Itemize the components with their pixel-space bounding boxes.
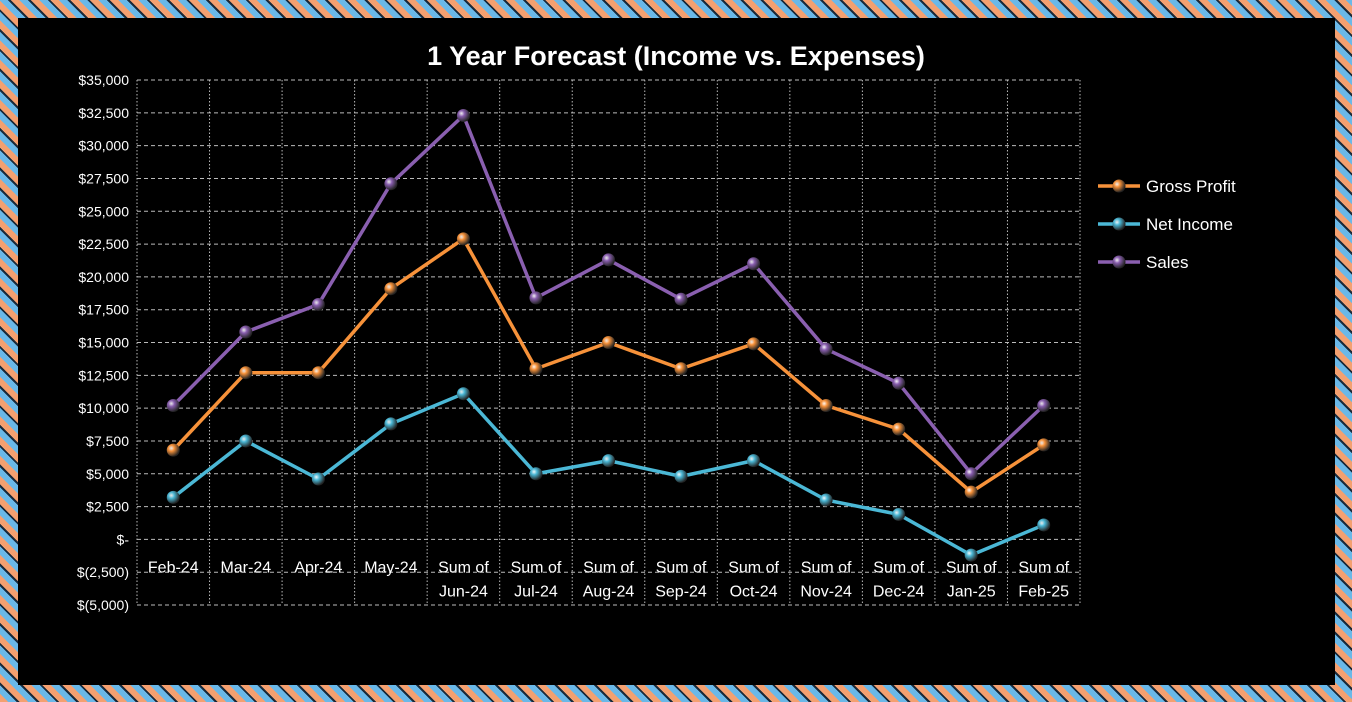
legend-marker: [1112, 217, 1126, 231]
data-point-net-income: [674, 469, 688, 483]
data-point-gross-profit: [166, 443, 180, 457]
x-tick-label: Jul-24: [514, 583, 558, 600]
series-line-sales: [172, 113, 1045, 476]
line-chart: 1 Year Forecast (Income vs. Expenses) $(5…: [77, 41, 1236, 613]
x-tick-label: Sep-24: [655, 583, 707, 600]
data-point-sales: [529, 291, 543, 305]
data-point-gross-profit: [1037, 438, 1051, 452]
data-point-gross-profit: [384, 282, 398, 296]
legend-marker: [1112, 255, 1126, 269]
legend-marker: [1112, 179, 1126, 193]
data-point-net-income: [964, 548, 978, 562]
y-tick-label: $22,500: [78, 236, 129, 252]
data-point-net-income: [1037, 518, 1051, 532]
data-point-gross-profit: [311, 366, 325, 380]
x-tick-label: Jun-24: [439, 583, 488, 600]
y-tick-label: $5,000: [86, 466, 129, 482]
x-tick-label: Sum of: [656, 559, 707, 576]
y-tick-label: $7,500: [86, 433, 129, 449]
x-tick-label: Sum of: [438, 559, 489, 576]
y-tick-label: $25,000: [78, 203, 129, 219]
data-point-sales: [892, 376, 906, 390]
data-point-sales: [166, 399, 180, 412]
data-point-net-income: [892, 507, 906, 521]
data-point-gross-profit: [964, 485, 978, 499]
data-point-net-income: [529, 467, 543, 481]
data-point-net-income: [456, 387, 470, 401]
data-point-sales: [384, 177, 398, 191]
legend-label: Sales: [1146, 253, 1189, 272]
data-point-net-income: [602, 454, 615, 468]
x-tick-label: Nov-24: [800, 583, 852, 600]
x-tick-label: Sum of: [583, 559, 634, 576]
y-tick-label: $(5,000): [77, 597, 129, 613]
y-tick-label: $35,000: [78, 72, 129, 88]
data-point-net-income: [239, 434, 253, 448]
x-tick-label: Jan-25: [947, 583, 996, 600]
legend-label: Net Income: [1146, 215, 1233, 234]
y-tick-label: $32,500: [78, 105, 129, 121]
x-tick-label: Feb-24: [148, 559, 199, 576]
data-point-gross-profit: [602, 336, 615, 349]
data-point-sales: [747, 257, 761, 271]
data-point-sales: [964, 467, 978, 481]
data-point-sales: [819, 342, 833, 356]
x-tick-label: Sum of: [1018, 559, 1069, 576]
data-point-gross-profit: [892, 422, 906, 436]
y-tick-label: $12,500: [78, 367, 129, 383]
data-point-gross-profit: [456, 232, 470, 246]
data-point-gross-profit: [819, 399, 833, 412]
x-tick-label: May-24: [364, 559, 417, 576]
y-tick-label: $30,000: [78, 138, 129, 154]
series-line-net-income: [172, 391, 1045, 557]
x-tick-label: Sum of: [946, 559, 997, 576]
x-tick-label: Aug-24: [583, 583, 635, 600]
y-tick-label: $17,500: [78, 302, 129, 318]
data-point-gross-profit: [529, 362, 543, 376]
data-point-sales: [456, 108, 470, 122]
data-point-gross-profit: [674, 362, 688, 376]
data-point-sales: [674, 292, 688, 306]
data-point-sales: [239, 325, 253, 339]
x-tick-label: Oct-24: [730, 583, 778, 600]
y-tick-label: $10,000: [78, 400, 129, 416]
data-point-net-income: [311, 472, 325, 486]
data-point-sales: [602, 253, 615, 267]
y-tick-label: $(2,500): [77, 564, 129, 580]
data-point-gross-profit: [239, 366, 253, 380]
y-tick-label: $15,000: [78, 335, 129, 351]
x-tick-label: Mar-24: [220, 559, 271, 576]
x-tick-label: Sum of: [728, 559, 779, 576]
data-point-net-income: [384, 417, 398, 431]
x-tick-label: Dec-24: [873, 583, 925, 600]
x-tick-label: Apr-24: [294, 559, 342, 576]
x-tick-label: Feb-25: [1018, 583, 1069, 600]
y-tick-label: $20,000: [78, 269, 129, 285]
data-point-net-income: [747, 454, 761, 468]
x-tick-label: Sum of: [511, 559, 562, 576]
data-point-net-income: [819, 493, 833, 507]
legend-label: Gross Profit: [1146, 177, 1236, 196]
x-tick-label: Sum of: [873, 559, 924, 576]
data-point-net-income: [166, 490, 180, 504]
chart-area: 1 Year Forecast (Income vs. Expenses) $(5…: [18, 18, 1335, 685]
y-tick-label: $2,500: [86, 499, 129, 515]
x-tick-label: Sum of: [801, 559, 852, 576]
data-point-gross-profit: [747, 337, 761, 351]
y-tick-label: $27,500: [78, 170, 129, 186]
data-point-sales: [311, 297, 325, 311]
y-tick-label: $-: [117, 531, 130, 547]
chart-title: 1 Year Forecast (Income vs. Expenses): [427, 41, 925, 71]
data-point-sales: [1037, 399, 1051, 412]
